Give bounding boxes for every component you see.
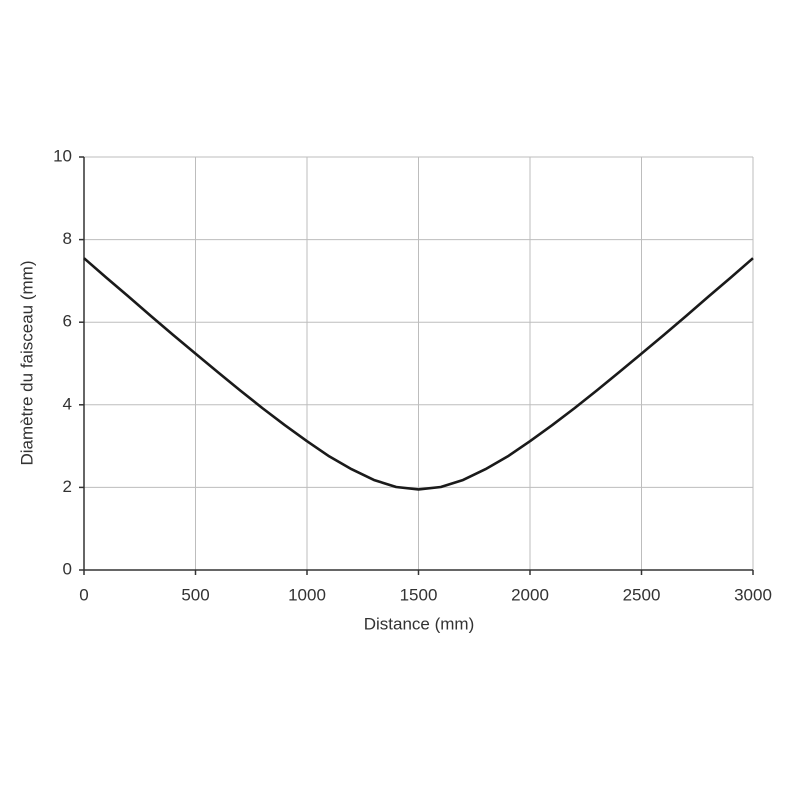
x-axis-label: Distance (mm) [364,614,475,633]
y-tick-label: 10 [53,146,72,165]
data-line [83,257,754,491]
x-tick-label: 2000 [511,585,549,604]
x-tick-label: 1500 [400,585,438,604]
y-tick-label: 8 [63,229,72,248]
y-tick-label: 6 [63,312,72,331]
x-tick-label: 500 [181,585,209,604]
y-tick-label: 2 [63,477,72,496]
x-tick-label: 3000 [734,585,772,604]
x-tick-label: 2500 [623,585,661,604]
x-tick-label: 0 [79,585,88,604]
y-tick-label: 0 [63,559,72,578]
y-axis-label: Diamètre du faisceau (mm) [17,260,36,465]
x-tick-label: 1000 [288,585,326,604]
y-tick-label: 4 [63,394,72,413]
